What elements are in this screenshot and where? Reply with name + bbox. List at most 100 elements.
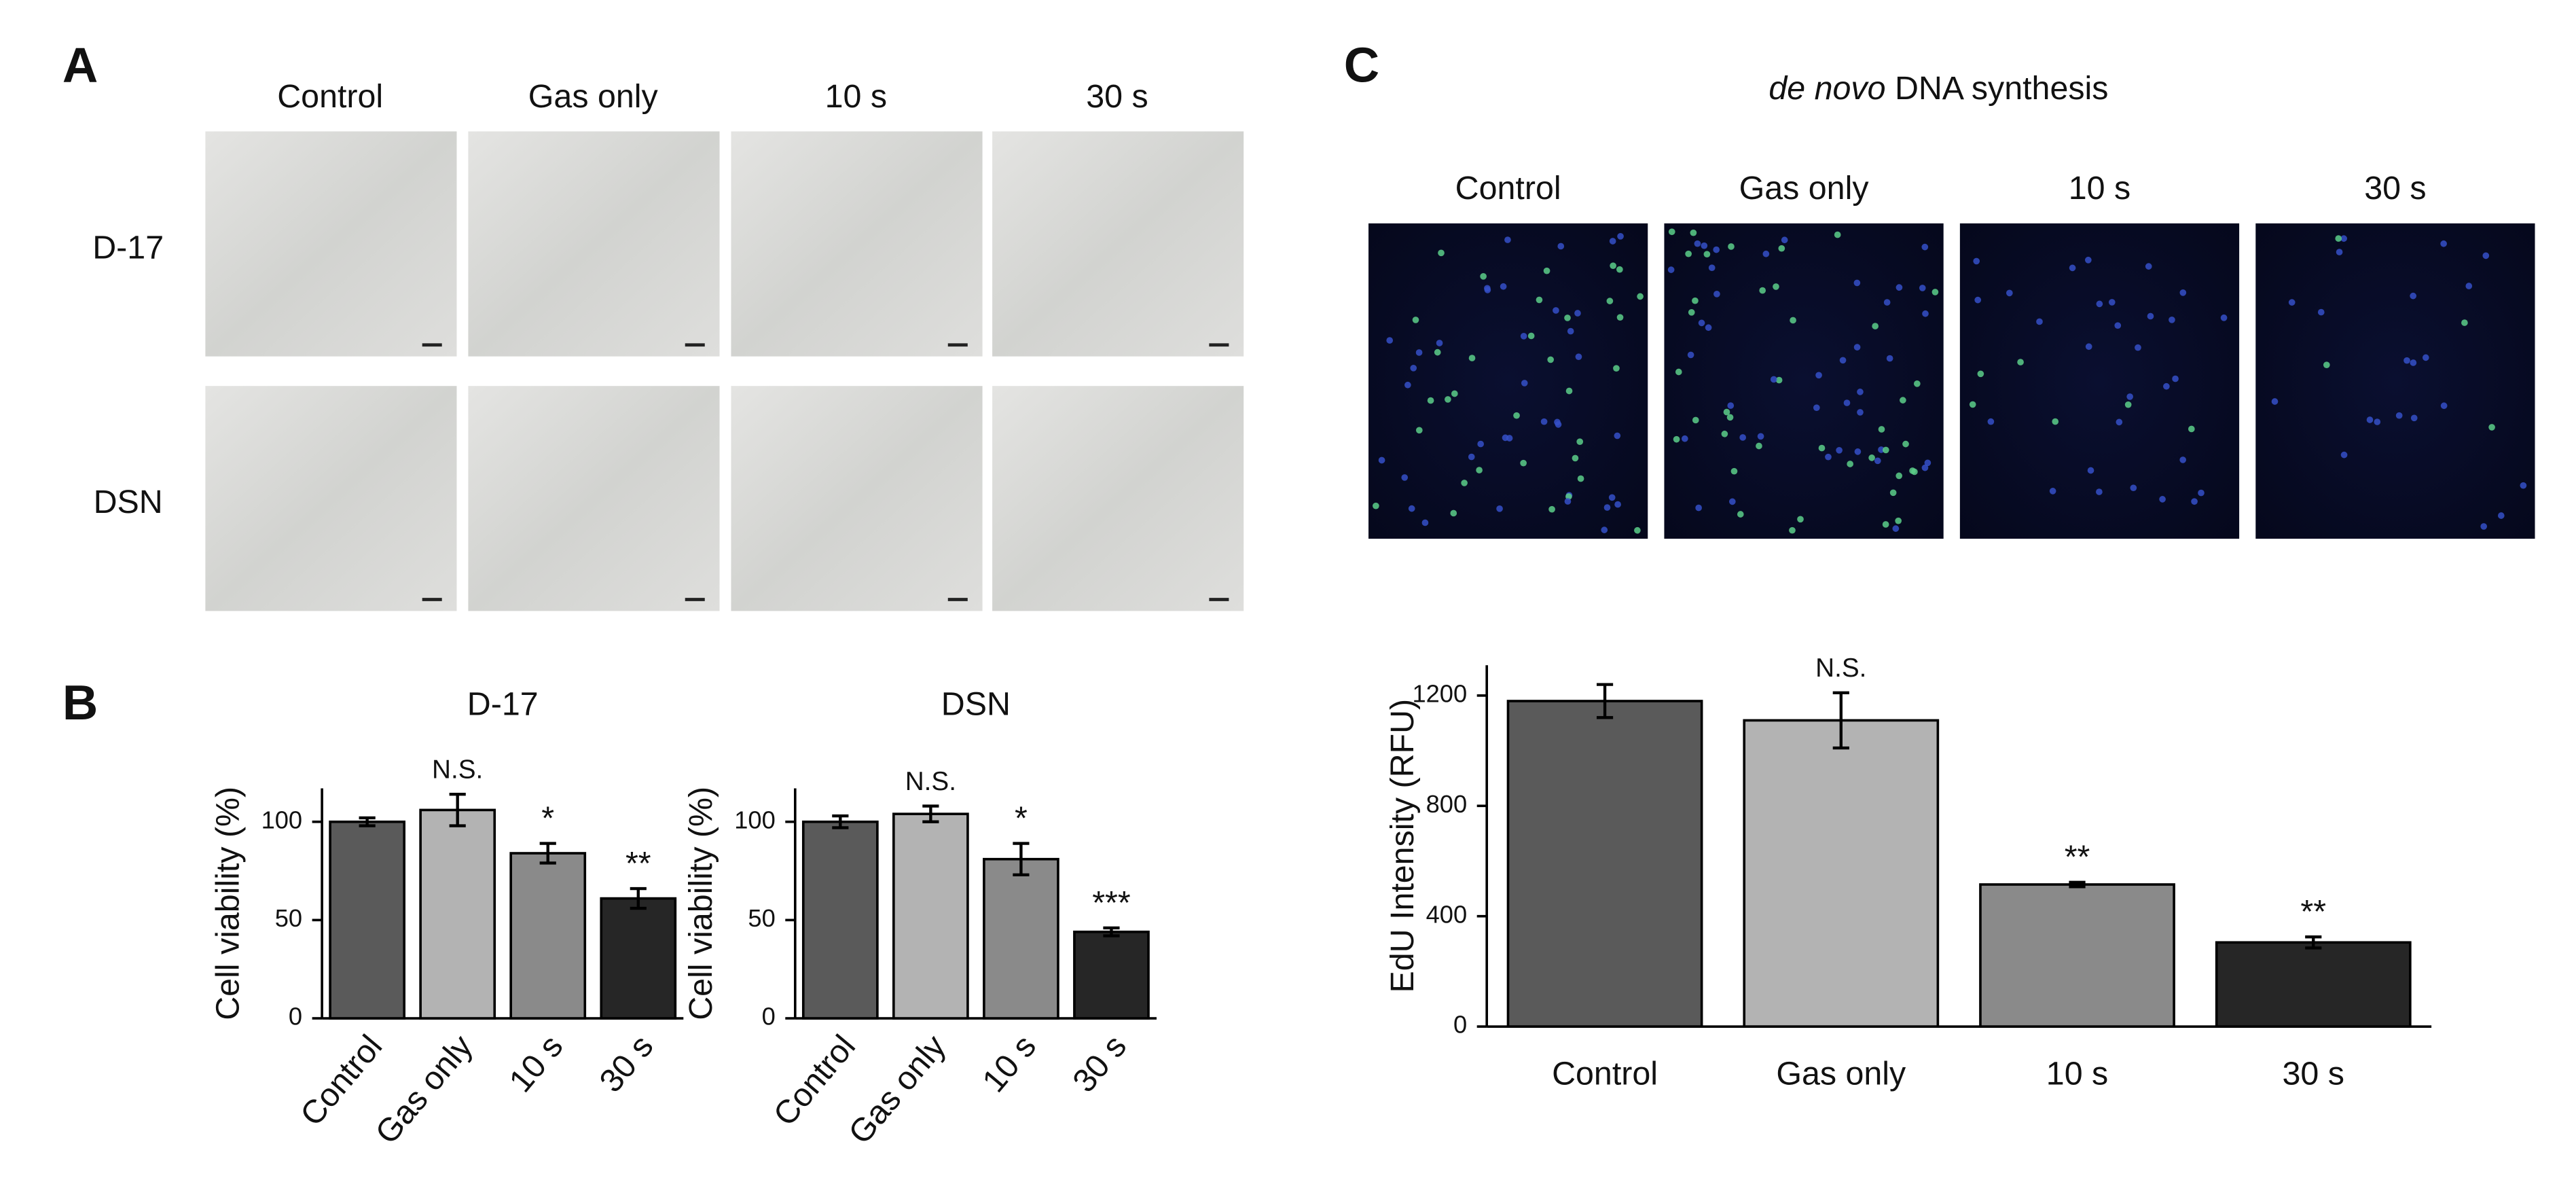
cell-dot (1775, 376, 1783, 384)
cell-dot (1909, 467, 1916, 474)
error-bar (1103, 926, 1120, 937)
cell-dot (1401, 474, 1409, 481)
y-tick-label: 400 (1426, 900, 1468, 928)
cell-dot (1577, 475, 1584, 482)
bar (419, 808, 496, 1020)
cell-dot (1969, 401, 1976, 408)
cell-dot (2147, 312, 2154, 320)
cell-dot (1480, 272, 1487, 280)
cell-dot (1818, 444, 1826, 452)
cell-dot (2179, 289, 2187, 296)
cell-dot (2340, 451, 2348, 459)
cell-dot (2108, 299, 2116, 306)
cell-dot (1834, 231, 1841, 238)
cell-dot (2374, 418, 2381, 425)
x-tick-label: 10 s (502, 1028, 570, 1099)
cell-dot (2317, 308, 2325, 316)
cell-dot (2114, 322, 2122, 329)
cell-dot (1759, 287, 1766, 294)
cell-dot (2482, 252, 2490, 260)
error-bar (449, 793, 466, 827)
y-axis-label: Cell viability (%) (683, 787, 719, 1020)
x-tick-label: 10 s (2046, 1055, 2108, 1092)
cell-dot (1813, 404, 1820, 412)
cell-dot (1987, 418, 1995, 425)
y-tick-label: 0 (762, 1003, 776, 1031)
cell-dot (2323, 361, 2330, 369)
cell-dot (1688, 308, 1695, 316)
chart-title: DSN (941, 685, 1011, 722)
panel-letter: B (62, 675, 98, 730)
cell-dot (1857, 409, 1864, 416)
cell-dot (1705, 324, 1712, 332)
cell-dot (1451, 390, 1458, 397)
bar (801, 820, 879, 1020)
column-label: Gas only (528, 78, 659, 115)
cell-dot (1675, 368, 1682, 376)
cell-dot (1543, 267, 1550, 274)
x-tick-label: 30 s (1066, 1028, 1133, 1099)
cell-dot (2336, 249, 2343, 255)
cell-dot (1973, 257, 1980, 265)
bar (600, 897, 677, 1020)
cell-dot (1902, 440, 1909, 448)
cell-dot (1637, 293, 1644, 300)
error-bar (832, 814, 849, 829)
cell-dot (2410, 292, 2417, 300)
cell-dot (1408, 505, 1415, 512)
cell-dot (1540, 418, 1548, 425)
significance: N.S. (1815, 654, 1866, 683)
cell-dot (1521, 380, 1528, 387)
cell-dot (2410, 414, 2418, 422)
cell-dot (1843, 399, 1851, 406)
cell-dot (2188, 425, 2195, 433)
cell-dot (2198, 489, 2205, 497)
cell-dot (1713, 246, 1720, 253)
cell-dot (1564, 315, 1571, 321)
x-tick-label: 30 s (2283, 1055, 2344, 1092)
cell-dot (1853, 344, 1861, 351)
cell-dot (2169, 316, 2175, 323)
micrograph (731, 386, 983, 611)
x-tick-label: Gas only (1776, 1055, 1906, 1092)
cell-dot (1575, 353, 1582, 360)
significance: ** (2300, 893, 2326, 930)
column-label: 30 s (2364, 170, 2426, 207)
cell-dot (1415, 427, 1423, 434)
cell-dot (1889, 489, 1897, 497)
cell-dot (1690, 229, 1697, 236)
cell-dot (2126, 393, 2134, 400)
cell-dot (2084, 256, 2092, 264)
cell-dot (1781, 236, 1788, 244)
cell-dot (2520, 482, 2527, 489)
micrograph (992, 386, 1244, 611)
error-bar (2069, 880, 2086, 889)
cell-dot (1895, 472, 1903, 480)
cell-dot (2422, 354, 2429, 361)
cell-dot (1565, 387, 1573, 395)
cell-dot (2006, 289, 2013, 297)
cell-dot (1703, 251, 1711, 258)
cell-dot (2288, 299, 2296, 306)
error-bar (359, 816, 376, 827)
cell-dot (1728, 243, 1735, 250)
cell-dot (1687, 351, 1694, 359)
cell-dot (1617, 232, 1624, 240)
cell-dot (1461, 480, 1468, 486)
cell-dot (1895, 517, 1902, 524)
cell-dot (1601, 526, 1608, 533)
cell-dot (1610, 262, 1616, 269)
bar (1073, 930, 1150, 1020)
cell-dot (1882, 446, 1889, 454)
cell-dot (1825, 453, 1832, 461)
micrograph (731, 131, 983, 357)
cell-dot (2410, 359, 2417, 366)
micrograph (468, 386, 720, 611)
cell-dot (2172, 375, 2179, 382)
cell-dot (1386, 337, 1394, 344)
cell-dot (2135, 344, 2141, 351)
cell-dot (1701, 242, 1708, 249)
cell-dot (1410, 365, 1417, 372)
cell-dot (1502, 434, 1509, 442)
